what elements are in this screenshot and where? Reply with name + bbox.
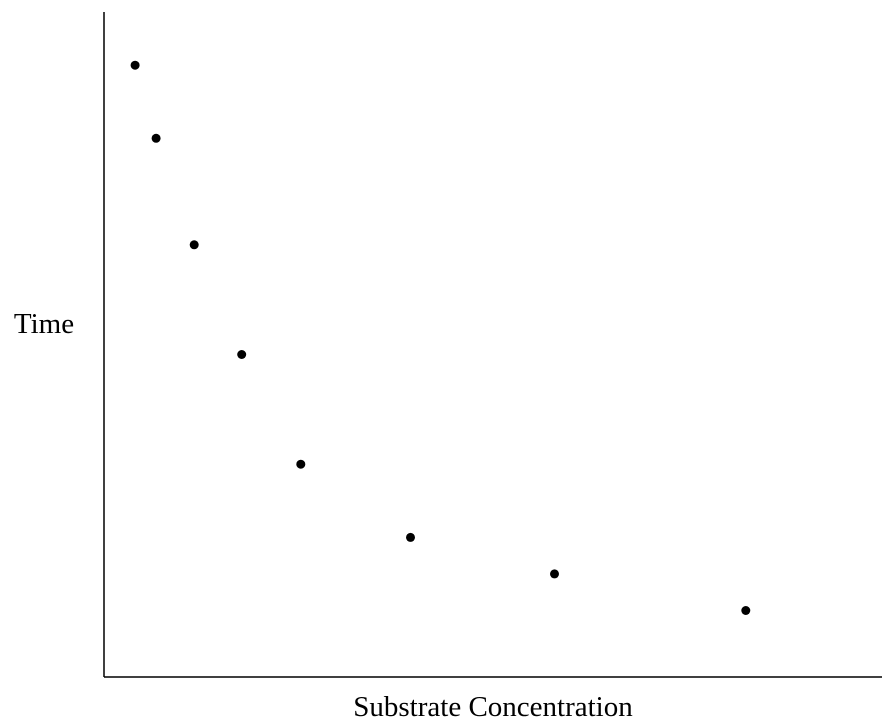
data-point-1 xyxy=(130,60,140,70)
data-point-7 xyxy=(550,569,559,579)
data-point-5 xyxy=(296,459,306,469)
data-point-2 xyxy=(151,133,161,143)
y-axis-title: Time xyxy=(14,308,74,340)
data-points xyxy=(130,60,751,615)
chart-axes xyxy=(103,12,882,678)
x-axis-title: Substrate Concentration xyxy=(353,691,633,717)
data-point-8 xyxy=(741,606,751,615)
data-point-3 xyxy=(189,240,199,250)
data-point-6 xyxy=(406,532,415,542)
data-point-4 xyxy=(237,350,247,359)
